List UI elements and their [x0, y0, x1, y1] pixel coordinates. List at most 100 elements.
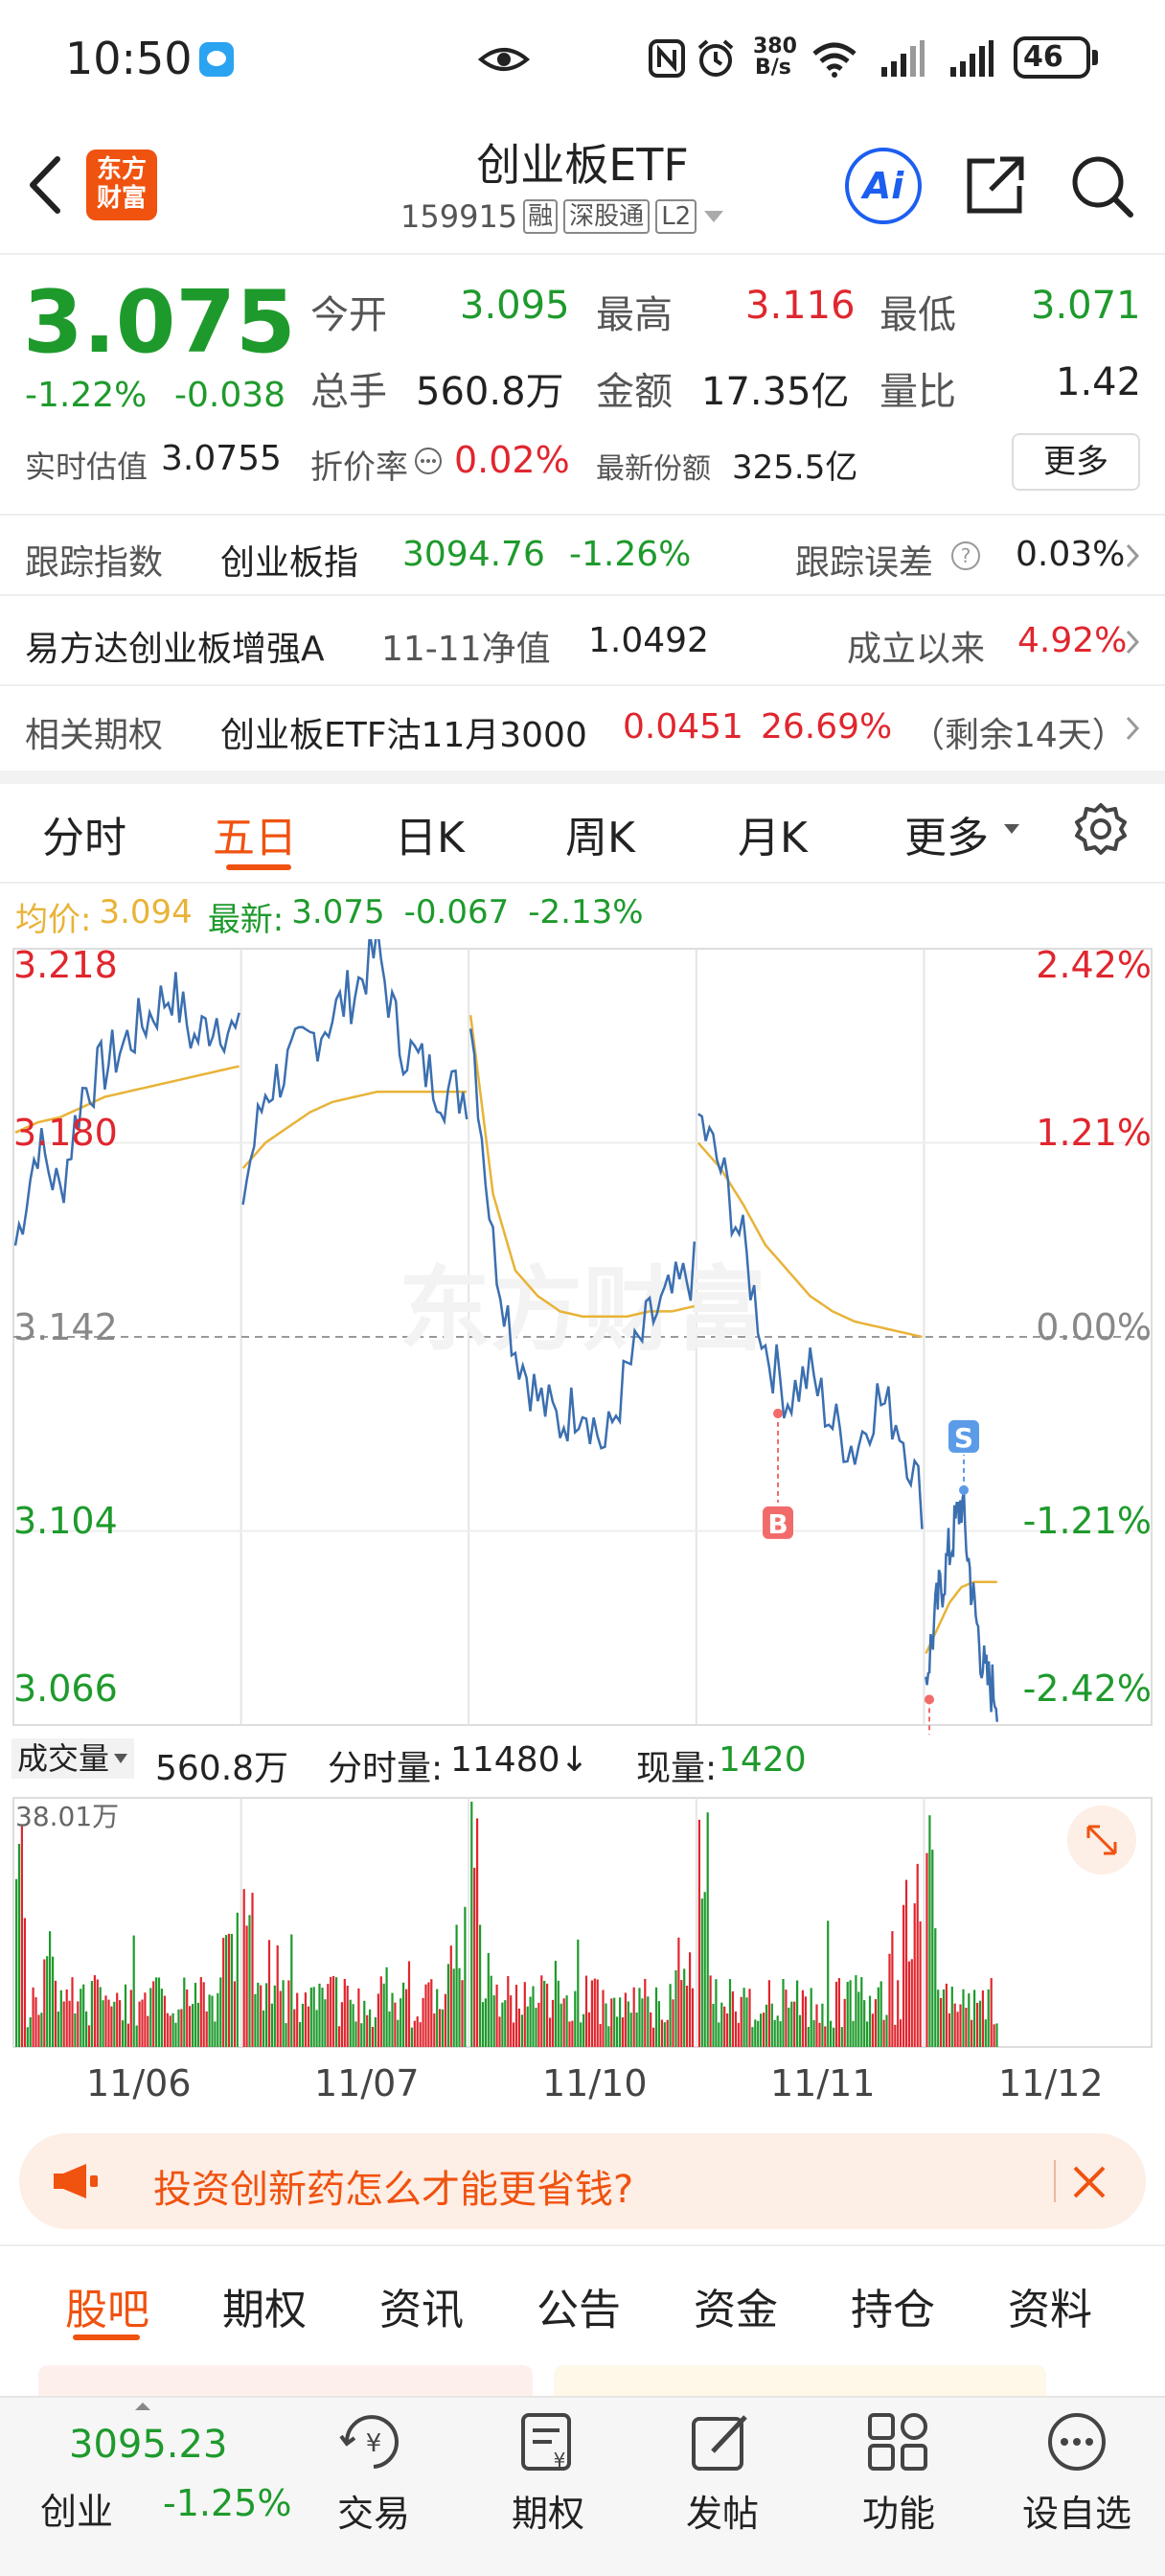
volume-bar: [904, 1879, 908, 2047]
row2-right-value: 4.92%: [1017, 621, 1128, 660]
date-label: 11/06: [86, 2062, 192, 2104]
row1-value: 3094.76: [402, 535, 545, 574]
volume-selector[interactable]: 成交量: [11, 1738, 135, 1779]
eye-icon: [477, 40, 531, 79]
volume-bar: [928, 1815, 931, 2047]
volume-bar: [629, 2012, 632, 2047]
volume-bar: [934, 1928, 937, 2047]
date-label: 11/07: [314, 2062, 420, 2104]
volume-bar: [523, 1982, 526, 2047]
volume-bar: [400, 1998, 402, 2047]
nav-post[interactable]: 发帖: [676, 2409, 768, 2553]
tab-fund-flow[interactable]: 资金: [694, 2286, 778, 2334]
volume-bar: [183, 1977, 186, 2047]
tab-options[interactable]: 期权: [222, 2286, 307, 2334]
volume-bar: [495, 1984, 498, 2047]
volume-bar: [897, 1980, 900, 2047]
tab-more[interactable]: 更多: [904, 814, 989, 862]
tab-forum[interactable]: 股吧: [65, 2286, 149, 2334]
tab-minute[interactable]: 分时: [42, 814, 126, 862]
tab-holdings[interactable]: 持仓: [851, 2286, 935, 2334]
tab-announcements[interactable]: 公告: [537, 2286, 621, 2334]
volume-bar: [388, 2011, 391, 2047]
tab-week-k[interactable]: 周K: [565, 814, 635, 862]
volume-bar: [461, 1980, 464, 2047]
volume-bar: [807, 2027, 810, 2047]
volume-bar: [174, 2022, 177, 2047]
volume-bar: [501, 2002, 504, 2047]
more-button[interactable]: 更多: [1012, 433, 1140, 491]
volume-bar: [379, 1976, 382, 2047]
ratio-label: 量比: [879, 370, 956, 414]
volume-bar: [971, 2019, 973, 2047]
close-icon[interactable]: [1067, 2160, 1111, 2204]
now-volume-label: 现量:: [636, 1749, 718, 1788]
volume-bar: [801, 1990, 804, 2047]
expand-button[interactable]: [1067, 1806, 1136, 1874]
volume-bar: [843, 1998, 846, 2047]
volume-bar: [354, 2021, 357, 2047]
message-icon: [197, 40, 236, 79]
tab-day-k[interactable]: 日K: [395, 814, 465, 862]
volume-bar: [666, 2019, 669, 2047]
volume-bar: [902, 1904, 905, 2047]
intraday-five-day-chart[interactable]: 东方财富 3.218 3.180 3.142 3.104 3.066 2.42% 1.21%…: [0, 939, 1165, 1735]
volume-bar: [891, 1931, 894, 2047]
row2-label[interactable]: 易方达创业板增强A: [25, 630, 325, 669]
volume-bar: [660, 2019, 663, 2047]
volume-chart[interactable]: [0, 1788, 1165, 2057]
volume-bar: [52, 1956, 55, 2047]
volume-bar: [369, 2009, 372, 2047]
nav-trade[interactable]: ¥ 交易: [328, 2409, 420, 2553]
chevron-right-icon[interactable]: [1125, 542, 1140, 569]
row1-name[interactable]: 创业板指: [220, 543, 359, 583]
settings-icon[interactable]: [1073, 801, 1129, 857]
chevron-right-icon[interactable]: [1125, 715, 1140, 742]
help-icon[interactable]: ?: [950, 540, 981, 571]
volume-bar: [754, 2019, 757, 2047]
volume-bar: [214, 2021, 217, 2047]
volume-bar: [397, 2019, 400, 2047]
volume-bar: [571, 2020, 574, 2047]
volume-bar: [177, 2009, 180, 2047]
info-dots-icon[interactable]: [414, 447, 443, 475]
tick-volume-label: 分时量:: [328, 1749, 444, 1788]
back-icon[interactable]: [23, 153, 65, 217]
dropdown-icon[interactable]: [702, 207, 725, 226]
search-icon[interactable]: [1067, 151, 1136, 220]
open-value: 3.095: [460, 284, 570, 328]
tab-month-k[interactable]: 月K: [738, 814, 808, 862]
tab-profile[interactable]: 资料: [1008, 2286, 1092, 2334]
volume-bar: [410, 2027, 413, 2047]
volume-bar: [205, 2011, 208, 2047]
volume-bar: [366, 2014, 369, 2047]
tab-five-day[interactable]: 五日: [213, 814, 297, 862]
volume-bar: [916, 1863, 919, 2047]
nav-function[interactable]: 功能: [853, 2409, 945, 2553]
share-icon[interactable]: [962, 151, 1029, 218]
ai-button[interactable]: Ai: [845, 148, 922, 224]
nav-options[interactable]: ¥ 期权: [502, 2409, 594, 2553]
volume-bar: [565, 1995, 568, 2047]
volume-bar: [439, 2009, 442, 2047]
volume-bar: [152, 1981, 155, 2047]
volume-bar: [632, 1987, 635, 2047]
volume-bar: [834, 1981, 838, 2047]
volume-bar: [726, 2013, 729, 2047]
battery-level: 46: [1023, 40, 1063, 74]
nav-watchlist[interactable]: 设自选: [1017, 2409, 1136, 2553]
trade-marker: [948, 1419, 979, 1453]
volume-bar: [925, 1852, 928, 2047]
volume-bar: [481, 2002, 485, 2047]
volume-bar: [196, 2002, 199, 2047]
tab-news[interactable]: 资讯: [379, 2286, 464, 2334]
volume-bar: [978, 2000, 982, 2047]
volume-bar: [785, 1990, 788, 2047]
row3-name[interactable]: 创业板ETF沽11月3000: [220, 716, 587, 755]
ad-banner[interactable]: 投资创新药怎么才能更省钱?: [19, 2133, 1146, 2229]
volume-bar: [990, 1978, 993, 2047]
volume-bar: [37, 2014, 40, 2047]
index-value[interactable]: 3095.23: [69, 2423, 228, 2467]
chevron-right-icon[interactable]: [1125, 629, 1140, 656]
volume-bar: [529, 1996, 532, 2047]
